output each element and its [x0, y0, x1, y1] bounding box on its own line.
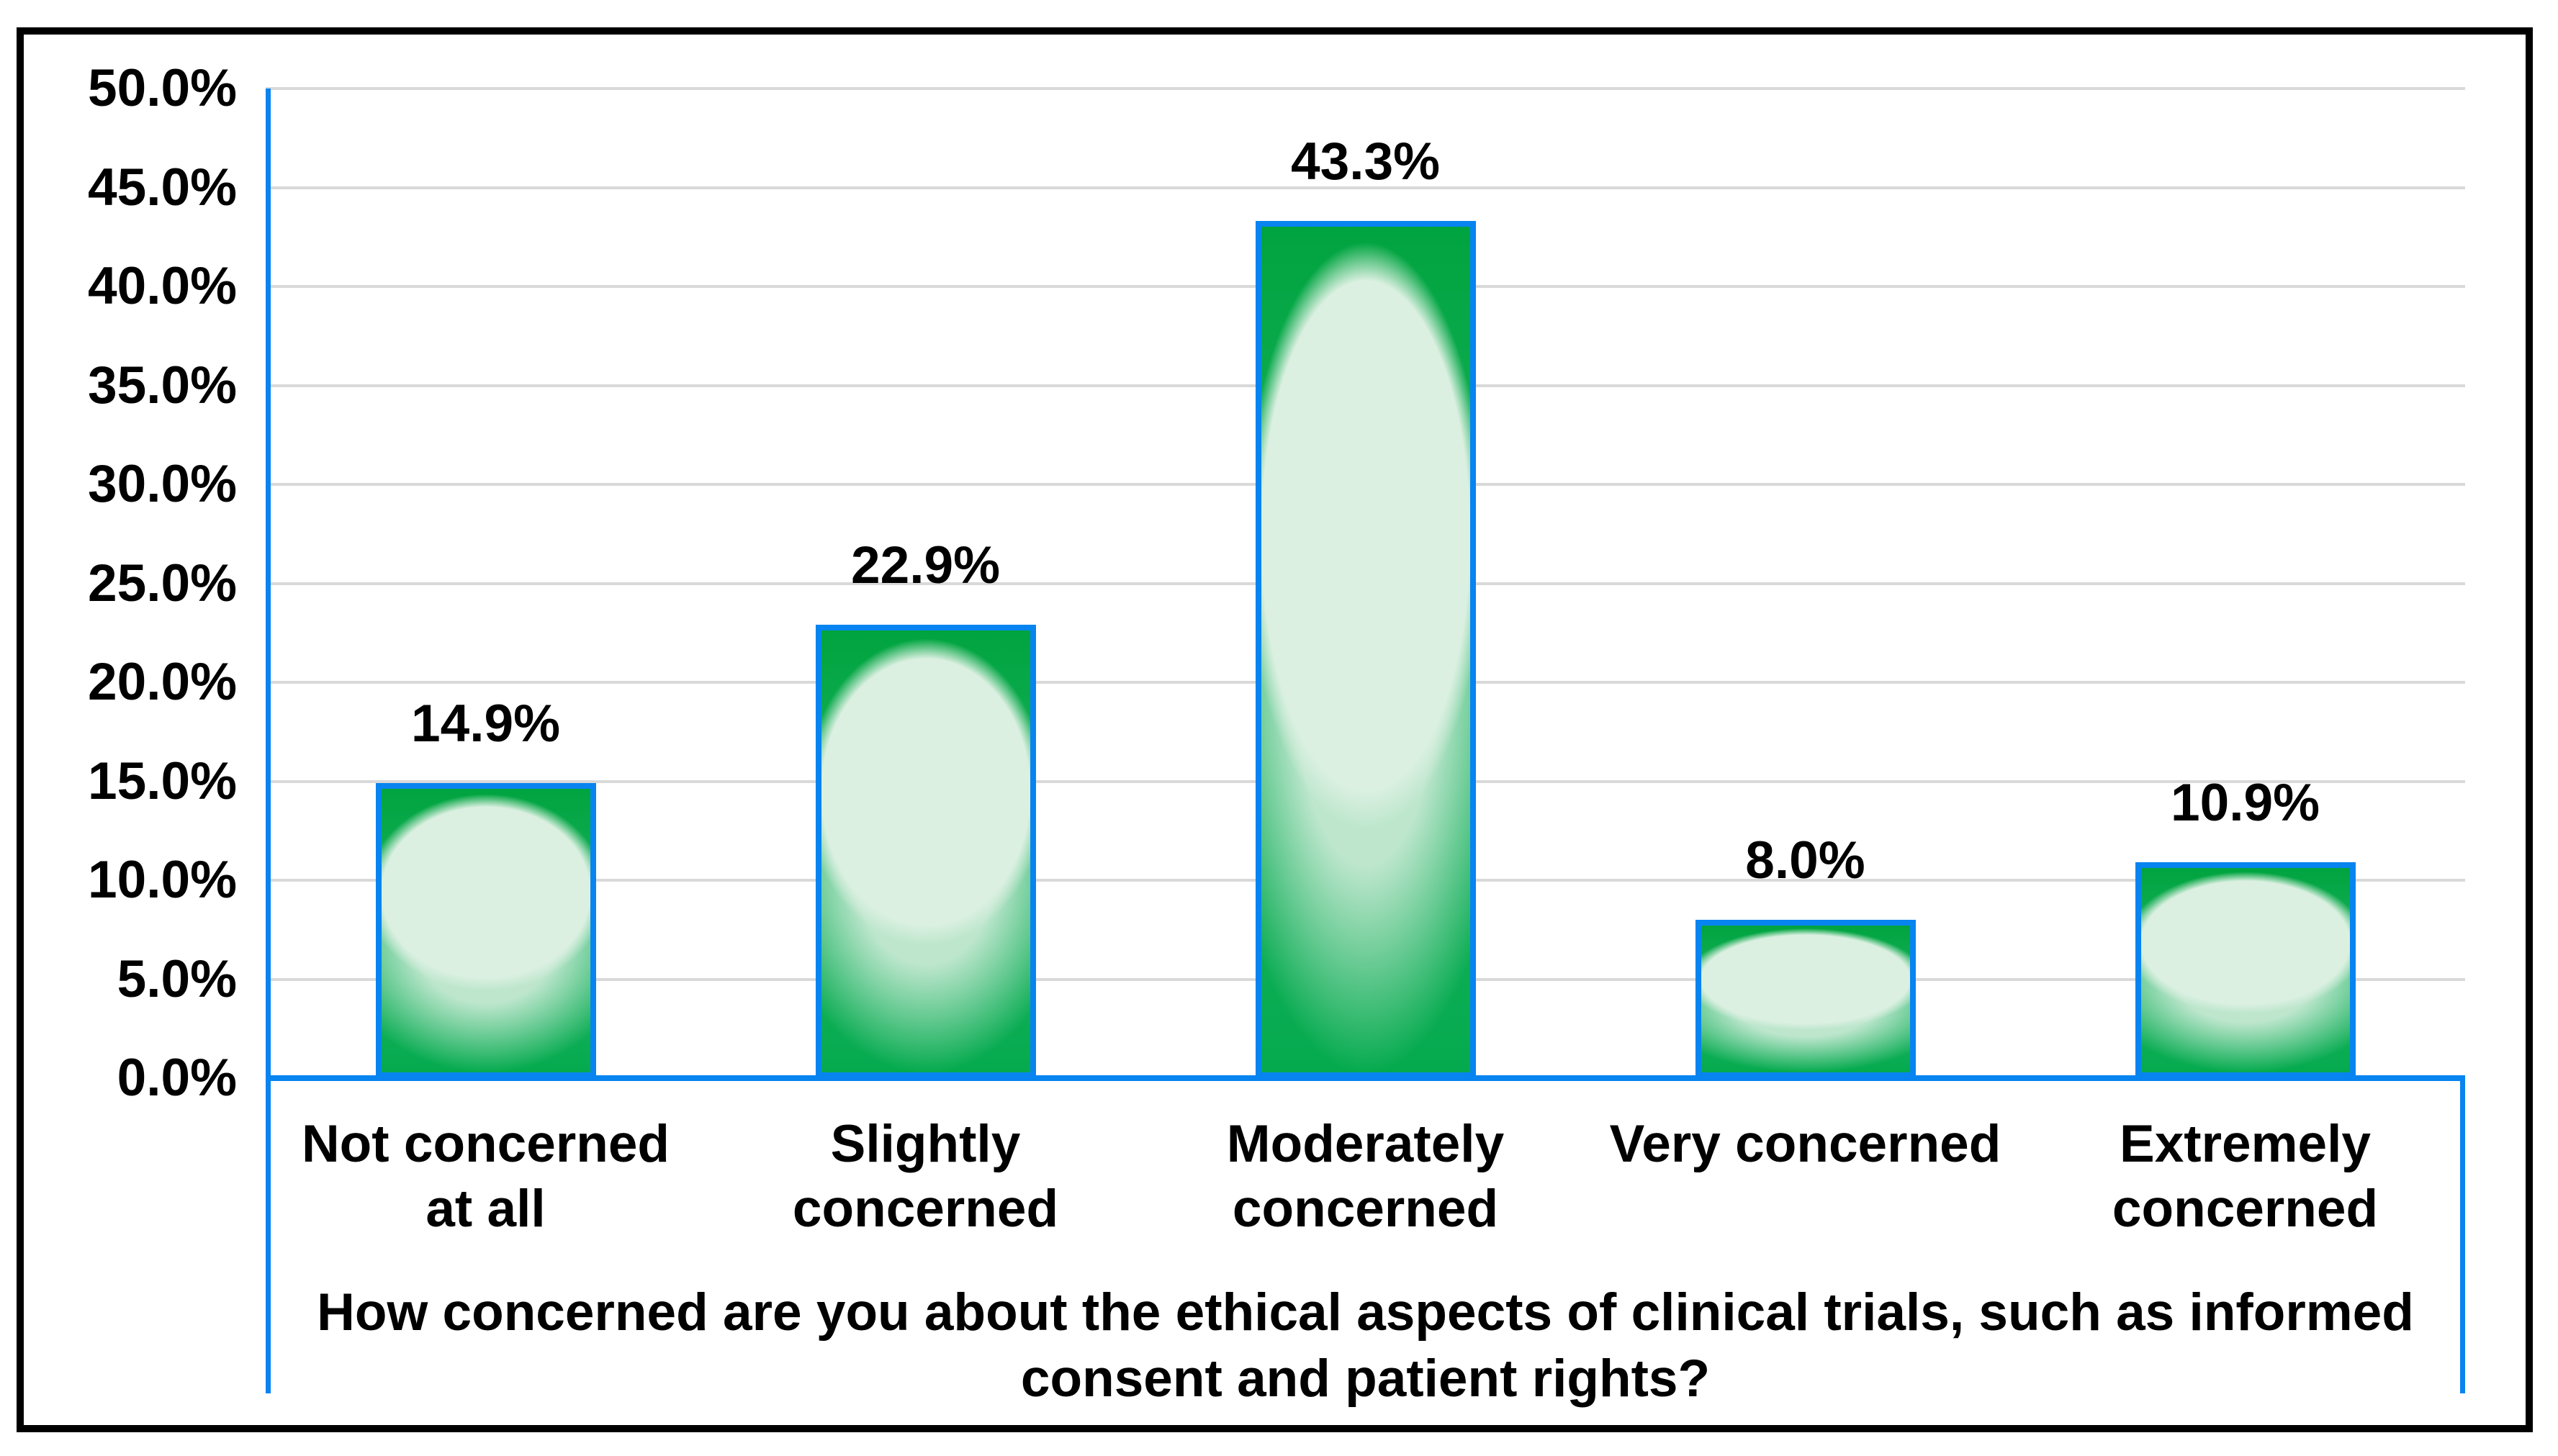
bar-value-label: 10.9% [2171, 774, 2320, 833]
category-label: Slightly concerned [792, 1115, 1059, 1238]
category-label: Moderately concerned [1226, 1115, 1505, 1238]
bar-value-label: 8.0% [1745, 831, 1865, 890]
x-axis-line [266, 1075, 2465, 1081]
bars-area: 14.9% 22.9% 43.3% 8.0% 10.9% [266, 89, 2465, 1078]
y-tick-label: 50.0% [88, 59, 237, 117]
plot-area: 14.9% 22.9% 43.3% 8.0% 10.9% [266, 89, 2465, 1078]
x-axis-title: How concerned are you about the ethical … [317, 1283, 2414, 1408]
bar-slot: 43.3% [1145, 89, 1585, 1078]
y-tick-label: 5.0% [117, 949, 237, 1008]
bar [375, 783, 596, 1078]
chart-area: 50.0% 45.0% 40.0% 35.0% 30.0% 25.0% 20.0% 15.0%… [24, 35, 2526, 1425]
bar [1255, 221, 1476, 1078]
y-axis-line [266, 89, 271, 1393]
bar-value-label: 14.9% [411, 695, 560, 754]
y-tick-label: 15.0% [88, 751, 237, 810]
y-tick-label: 10.0% [88, 851, 237, 909]
bar-slot: 8.0% [1585, 89, 2025, 1078]
bar-slot: 10.9% [2025, 89, 2465, 1078]
y-tick-label: 30.0% [88, 455, 237, 513]
y-tick-label: 0.0% [117, 1049, 237, 1107]
category-label: Very concerned [1609, 1115, 2001, 1173]
chart-frame: 50.0% 45.0% 40.0% 35.0% 30.0% 25.0% 20.0% 15.0%… [17, 27, 2533, 1432]
y-tick-label: 45.0% [88, 158, 237, 217]
y-tick-label: 35.0% [88, 356, 237, 415]
gridline [266, 87, 2465, 90]
x-axis-category-labels: Not concerned at all Slightly concerned Mo… [266, 1112, 2465, 1242]
y-tick-label: 25.0% [88, 553, 237, 612]
bar [2135, 862, 2356, 1078]
bar [815, 625, 1036, 1078]
bar-value-label: 22.9% [851, 536, 1000, 595]
bar-value-label: 43.3% [1291, 132, 1440, 191]
bar-slot: 22.9% [706, 89, 1145, 1078]
gridline [266, 186, 2465, 189]
y-tick-label: 40.0% [88, 257, 237, 315]
bar [1695, 920, 1916, 1078]
category-label: Not concerned at all [301, 1115, 670, 1238]
y-tick-label: 20.0% [88, 653, 237, 711]
axis-drop-line-right [2460, 1078, 2465, 1393]
category-label: Extremely concerned [2112, 1115, 2379, 1238]
bar-slot: 14.9% [266, 89, 706, 1078]
